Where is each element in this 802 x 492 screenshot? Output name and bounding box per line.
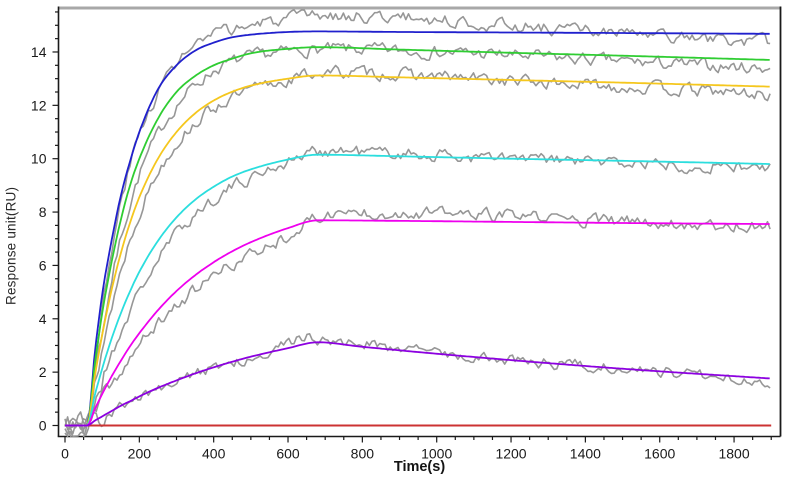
fit-conc-4 [65, 153, 770, 427]
svg-text:2: 2 [39, 364, 47, 380]
fit-conc-2 [65, 46, 770, 427]
axis-ticks [52, 11, 772, 443]
svg-text:600: 600 [276, 446, 300, 462]
svg-text:10: 10 [31, 151, 47, 167]
svg-text:12: 12 [31, 97, 47, 113]
fit-conc-1 [65, 30, 770, 427]
y-axis-label: Response unit(RU) [3, 186, 19, 306]
raw-conc-1 [64, 9, 771, 437]
svg-text:14: 14 [31, 44, 47, 60]
svg-text:400: 400 [202, 446, 226, 462]
raw-conc-2 [64, 41, 771, 437]
axis-tick-labels: 0 200 400 600 800 1000 1200 1400 1600 1800 0 2 4 6 8 10… [31, 44, 750, 462]
raw-conc-3 [64, 64, 771, 437]
data-curves [64, 9, 772, 437]
svg-text:1200: 1200 [495, 446, 526, 462]
svg-text:0: 0 [61, 446, 69, 462]
svg-text:1800: 1800 [718, 446, 749, 462]
svg-text:200: 200 [128, 446, 152, 462]
x-axis-label: Time(s) [393, 459, 446, 475]
svg-text:1600: 1600 [644, 446, 675, 462]
fit-conc-6 [65, 341, 770, 427]
raw-conc-6 [64, 332, 771, 437]
svg-text:1000: 1000 [421, 446, 452, 462]
svg-text:4: 4 [39, 311, 47, 327]
svg-text:8: 8 [39, 204, 47, 220]
fit-conc-3 [65, 74, 770, 427]
svg-text:1400: 1400 [570, 446, 601, 462]
svg-text:6: 6 [39, 257, 47, 273]
fit-conc-5 [65, 219, 770, 427]
svg-text:800: 800 [351, 446, 375, 462]
svg-text:0: 0 [39, 418, 47, 434]
